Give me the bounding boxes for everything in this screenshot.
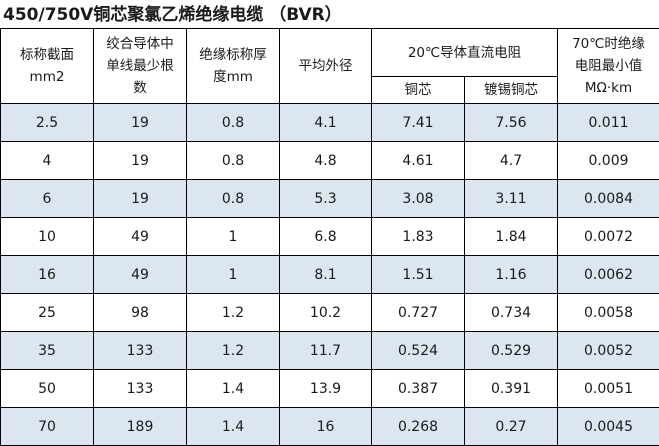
table-cell: 0.524 (371, 331, 465, 370)
header-insulation-resistance: 70℃时绝缘 电阻最小值 MΩ·km (557, 28, 659, 104)
table-cell: 8.1 (279, 255, 372, 294)
table-cell: 0.727 (371, 293, 465, 332)
table-cell: 4.8 (279, 141, 372, 180)
header-dc-resistance-group: 20℃导体直流电阻 (371, 28, 558, 77)
table-row: 10 49 1 6.8 1.83 1.84 0.0072 (0, 217, 659, 256)
table-cell: 1.2 (186, 293, 280, 332)
table-cell: 4.61 (371, 141, 465, 180)
table-cell: 0.0051 (557, 369, 659, 408)
table-cell: 1.2 (186, 331, 280, 370)
table-cell: 0.8 (186, 141, 280, 180)
table-cell: 3.11 (464, 179, 558, 218)
table-row: 2.5 19 0.8 4.1 7.41 7.56 0.011 (0, 103, 659, 142)
table-cell: 0.0058 (557, 293, 659, 332)
table-cell: 1.4 (186, 369, 280, 408)
table-row: 6 19 0.8 5.3 3.08 3.11 0.0084 (0, 179, 659, 218)
table-cell: 19 (93, 179, 187, 218)
table-cell: 98 (93, 293, 187, 332)
table-cell: 3.08 (371, 179, 465, 218)
table-cell: 13.9 (279, 369, 372, 408)
table-cell: 0.734 (464, 293, 558, 332)
table-cell: 0.0084 (557, 179, 659, 218)
table-cell: 25 (0, 293, 94, 332)
table-row: 35 133 1.2 11.7 0.524 0.529 0.0052 (0, 331, 659, 370)
table-cell: 189 (93, 407, 187, 446)
table-cell: 70 (0, 407, 94, 446)
table-row: 16 49 1 8.1 1.51 1.16 0.0062 (0, 255, 659, 294)
header-avg-diameter: 平均外径 (279, 28, 372, 104)
table-cell: 16 (279, 407, 372, 446)
table-title: 450/750V铜芯聚氯乙烯绝缘电缆 （BVR） (3, 5, 342, 25)
table-cell: 0.391 (464, 369, 558, 408)
table-cell: 2.5 (0, 103, 94, 142)
table-cell: 133 (93, 369, 187, 408)
table-row: 50 133 1.4 13.9 0.387 0.391 0.0051 (0, 369, 659, 408)
table-cell: 7.41 (371, 103, 465, 142)
table-cell: 35 (0, 331, 94, 370)
table-cell: 19 (93, 103, 187, 142)
header-insulation-thickness: 绝缘标称厚 度mm (186, 28, 280, 104)
table-cell: 10 (0, 217, 94, 256)
table-cell: 4.7 (464, 141, 558, 180)
table-row: 4 19 0.8 4.8 4.61 4.7 0.009 (0, 141, 659, 180)
table-cell: 10.2 (279, 293, 372, 332)
table-cell: 0.529 (464, 331, 558, 370)
table-cell: 0.27 (464, 407, 558, 446)
table-cell: 49 (93, 217, 187, 256)
table-cell: 4 (0, 141, 94, 180)
table-cell: 1.16 (464, 255, 558, 294)
header-min-strands: 绞合导体中 单线最少根数 (93, 28, 187, 104)
table-cell: 0.0062 (557, 255, 659, 294)
table-cell: 0.8 (186, 179, 280, 218)
header-copper: 铜芯 (371, 76, 465, 104)
table-cell: 0.268 (371, 407, 465, 446)
table-cell: 7.56 (464, 103, 558, 142)
table-cell: 0.0072 (557, 217, 659, 256)
table-cell: 0.0045 (557, 407, 659, 446)
table-cell: 0.009 (557, 141, 659, 180)
table-cell: 1.51 (371, 255, 465, 294)
table-cell: 50 (0, 369, 94, 408)
table-cell: 0.387 (371, 369, 465, 408)
table-row: 25 98 1.2 10.2 0.727 0.734 0.0058 (0, 293, 659, 332)
table-cell: 11.7 (279, 331, 372, 370)
table-cell: 1 (186, 217, 280, 256)
table-body: 2.5 19 0.8 4.1 7.41 7.56 0.011 4 19 0.8 4.8 4.61 4.7… (0, 103, 659, 446)
table-cell: 5.3 (279, 179, 372, 218)
cable-spec-table: 标称截面 mm2 绞合导体中 单线最少根数 绝缘标称厚 度mm 平均外径 20℃导体直… (0, 28, 659, 446)
table-cell: 1 (186, 255, 280, 294)
table-cell: 19 (93, 141, 187, 180)
table-cell: 4.1 (279, 103, 372, 142)
table-cell: 0.0052 (557, 331, 659, 370)
table-cell: 1.4 (186, 407, 280, 446)
table-cell: 6 (0, 179, 94, 218)
table-cell: 49 (93, 255, 187, 294)
table-cell: 1.84 (464, 217, 558, 256)
table-cell: 0.8 (186, 103, 280, 142)
header-cross-section: 标称截面 mm2 (0, 28, 94, 104)
table-cell: 1.83 (371, 217, 465, 256)
table-cell: 6.8 (279, 217, 372, 256)
table-cell: 0.011 (557, 103, 659, 142)
header-tinned-copper: 镀锡铜芯 (464, 76, 558, 104)
table-cell: 16 (0, 255, 94, 294)
table-row: 70 189 1.4 16 0.268 0.27 0.0045 (0, 407, 659, 446)
table-cell: 133 (93, 331, 187, 370)
